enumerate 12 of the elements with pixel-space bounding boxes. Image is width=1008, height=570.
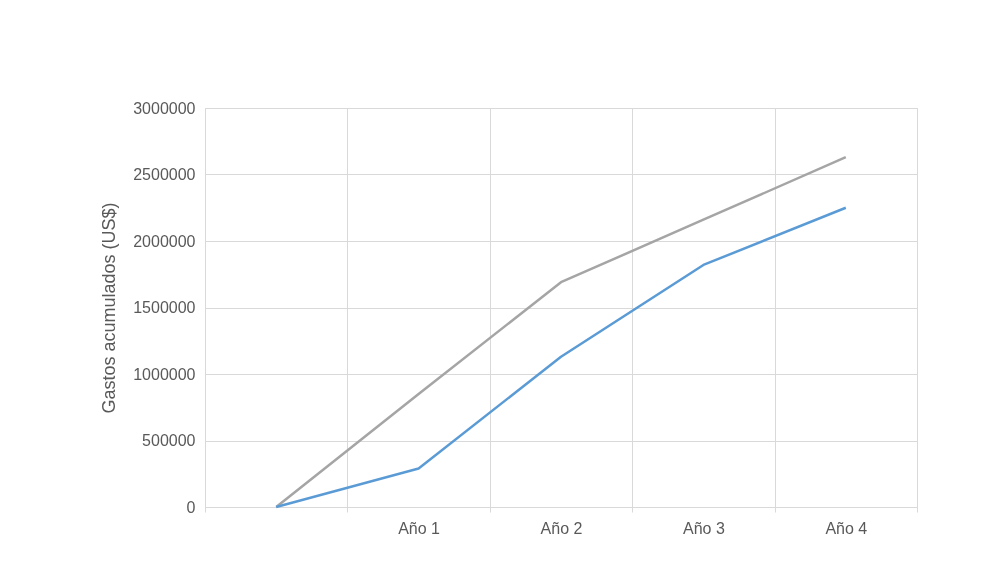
y-tick-label: 2500000 <box>133 166 196 183</box>
x-tick-label: Año 1 <box>398 519 441 537</box>
y-tick-label: 1500000 <box>133 299 196 316</box>
y-tick-label: 3000000 <box>133 99 196 117</box>
x-tick-label: Año 4 <box>825 519 868 537</box>
y-tick-label: 2000000 <box>133 232 196 250</box>
y-tick-label: 1000000 <box>133 365 196 383</box>
y-tick-label: 0 <box>186 498 196 516</box>
x-tick-label: Año 3 <box>682 519 725 537</box>
y-tick-label: 500000 <box>142 432 196 449</box>
y-axis-title: Gastos acumulados (US$) <box>99 202 120 414</box>
x-tick-label: Año 2 <box>540 519 583 537</box>
